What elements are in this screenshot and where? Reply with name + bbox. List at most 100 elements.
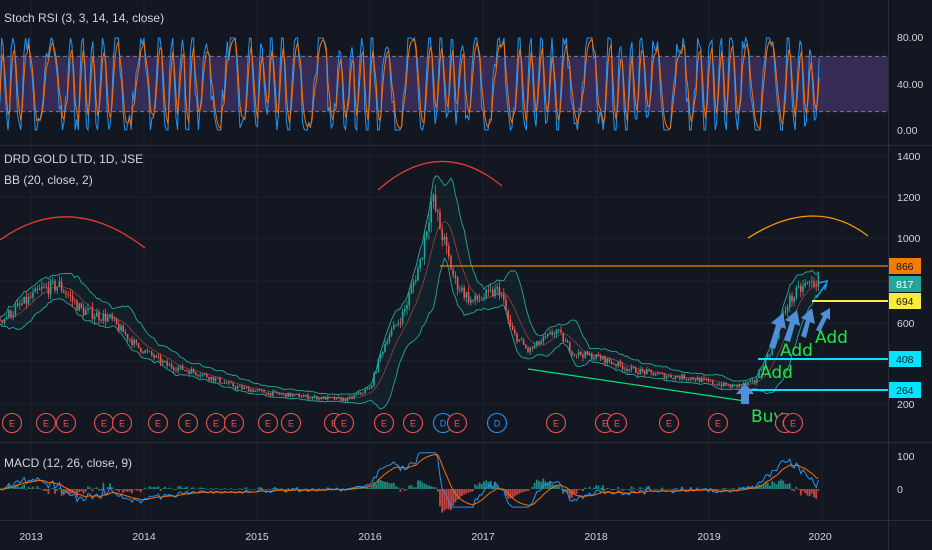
event-marker-21[interactable]: E <box>658 412 680 434</box>
candle-body <box>104 313 107 322</box>
event-marker-14[interactable]: E <box>402 412 424 434</box>
candle-body <box>19 303 21 305</box>
macd-pane[interactable] <box>0 452 820 513</box>
event-marker-7[interactable]: E <box>205 412 227 434</box>
macd-hist-bar <box>126 489 129 492</box>
event-marker-10[interactable]: E <box>280 412 302 434</box>
candle-body <box>725 382 727 386</box>
macd-hist-bar <box>700 488 703 490</box>
macd-hist-bar <box>47 489 50 494</box>
candle-body <box>500 294 503 296</box>
candle-body <box>753 380 756 383</box>
macd-hist-bar <box>773 482 776 489</box>
macd-hist-bar <box>496 484 499 489</box>
macd-hist-bar <box>483 481 485 489</box>
event-marker-9[interactable]: E <box>257 412 279 434</box>
candle-body <box>390 329 393 336</box>
candle-body <box>738 384 740 387</box>
macd-hist-bar <box>452 489 455 506</box>
macd-hist-bar <box>203 488 206 489</box>
event-marker-6[interactable]: E <box>177 412 199 434</box>
event-marker-20[interactable]: E <box>606 412 628 434</box>
candle-body <box>302 396 305 398</box>
event-marker-3[interactable]: E <box>93 412 115 434</box>
macd-hist-bar <box>529 489 532 490</box>
candle-body <box>320 397 322 400</box>
macd-hist-bar <box>604 489 606 491</box>
event-marker-circle <box>486 412 508 434</box>
macd-hist-bar <box>214 488 217 489</box>
candle-body <box>366 389 369 391</box>
event-marker-2[interactable]: E <box>55 412 77 434</box>
time-x-axis[interactable]: 2013 2014 2015 2016 2017 2018 2019 2020 <box>19 531 832 543</box>
event-marker-5[interactable]: E <box>147 412 169 434</box>
macd-hist-bar <box>522 489 525 492</box>
candle-body <box>599 356 602 360</box>
event-marker-label: E <box>666 419 672 429</box>
candle-body <box>536 341 538 346</box>
macd-hist-bar <box>538 481 540 489</box>
candle-body <box>263 390 265 393</box>
macd-hist-bar <box>447 489 450 510</box>
event-marker-16[interactable]: E <box>446 412 468 434</box>
macd-hist-bar <box>362 488 364 489</box>
macd-hist-bar <box>782 480 785 489</box>
candle-body <box>45 286 47 288</box>
macd-hist-bar <box>227 489 230 490</box>
candle-body <box>795 287 798 298</box>
price-pane[interactable] <box>0 160 888 410</box>
macd-hist-bar <box>769 485 771 489</box>
macd-hist-bar <box>40 489 43 490</box>
macd-hist-bar <box>27 486 30 489</box>
event-marker-18[interactable]: E <box>545 412 567 434</box>
candle-body <box>808 281 811 283</box>
candle-body <box>747 381 749 384</box>
macd-hist-bar <box>441 489 444 513</box>
macd-hist-bar <box>639 487 642 489</box>
candle-body <box>63 290 65 293</box>
macd-hist-bar <box>423 483 426 489</box>
event-marker-4[interactable]: E <box>111 412 133 434</box>
candle-body <box>619 361 622 366</box>
event-marker-0[interactable]: E <box>1 412 23 434</box>
candle-body <box>318 397 320 400</box>
event-marker-12[interactable]: E <box>333 412 355 434</box>
macd-hist-bar <box>474 484 477 489</box>
candle-body <box>538 341 540 345</box>
event-marker-13[interactable]: E <box>373 412 395 434</box>
macd-hist-bar <box>659 489 661 490</box>
event-marker-8[interactable]: E <box>223 412 245 434</box>
candle-body <box>181 365 184 370</box>
green-trendline <box>527 368 746 402</box>
stoch-rsi-pane[interactable] <box>0 36 888 132</box>
event-marker-22[interactable]: E <box>707 412 729 434</box>
annotation-add-3: Add <box>815 328 848 348</box>
price-tag-817-label: 817 <box>896 279 914 291</box>
macd-hist-bar <box>287 488 290 489</box>
macd-hist-bar <box>223 488 226 489</box>
event-marker-24[interactable]: E <box>782 412 804 434</box>
macd-hist-bar <box>478 482 481 489</box>
candle-body <box>487 290 490 291</box>
candle-body <box>417 268 419 281</box>
macd-hist-bar <box>69 489 72 495</box>
candle-body <box>551 332 553 335</box>
event-marker-1[interactable]: E <box>35 412 57 434</box>
candle-body <box>437 210 439 213</box>
x-tick-2016: 2016 <box>358 531 382 543</box>
candle-body <box>494 288 496 297</box>
candle-body <box>463 287 465 298</box>
candle-body <box>69 295 72 297</box>
event-marker-label: E <box>454 419 460 429</box>
macd-hist-bar <box>373 482 375 489</box>
event-marker-17[interactable]: D <box>486 412 508 434</box>
candle-body <box>784 311 787 313</box>
candle-body <box>685 379 688 381</box>
candle-body <box>250 389 252 392</box>
candle-body <box>192 369 195 373</box>
candle-body <box>756 378 758 383</box>
candle-body <box>764 357 767 368</box>
candle-body <box>311 397 314 399</box>
candle-body <box>804 283 806 286</box>
candle-body <box>723 382 725 387</box>
